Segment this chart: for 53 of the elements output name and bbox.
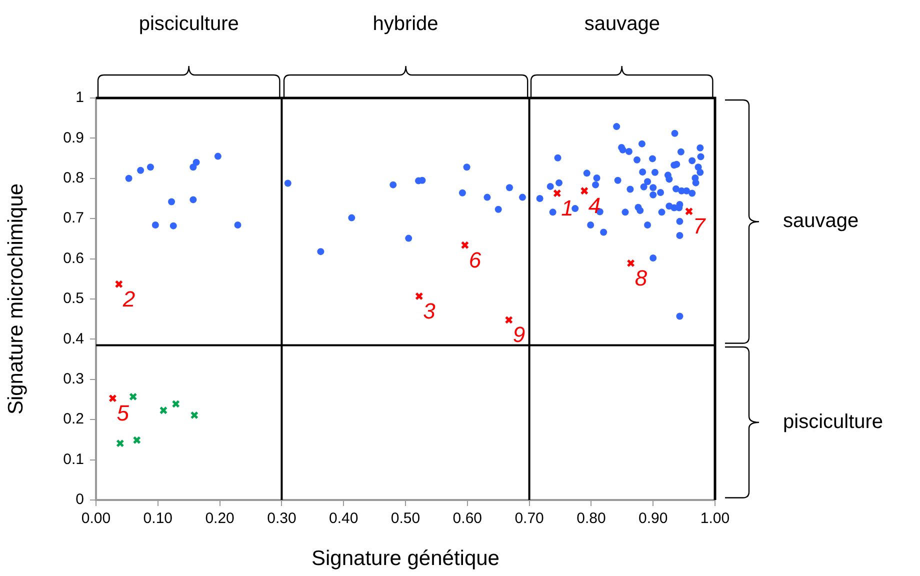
text: hybride	[372, 13, 438, 35]
x-tick-label: 1.00	[700, 510, 730, 528]
annotation: 8	[634, 265, 648, 290]
y-tick-label: 0.7	[63, 210, 84, 227]
point	[553, 189, 562, 198]
point	[504, 316, 513, 324]
x-tick-label: 0.20	[205, 510, 234, 528]
x-tick-label: 0.90	[638, 510, 668, 528]
annotation: 7	[693, 213, 706, 238]
point	[172, 400, 180, 408]
text: pisciculture	[783, 411, 884, 434]
point	[108, 394, 117, 402]
y-tick-label: 0.5	[63, 290, 84, 308]
text: sauvage	[783, 210, 859, 232]
text: sauvage	[584, 13, 660, 35]
x-tick-label: 0.00	[81, 510, 111, 528]
y-tick-label: 0.4	[63, 330, 84, 348]
x-tick-label: 0.50	[390, 510, 420, 528]
x-tick-label: 0.30	[267, 510, 296, 528]
point	[580, 186, 588, 195]
annotation: 3	[423, 298, 436, 324]
annotation: 1	[561, 195, 574, 220]
x-tick-label: 0.10	[143, 510, 172, 528]
x-tick-label: 0.80	[576, 510, 606, 528]
point	[159, 406, 168, 414]
point	[460, 241, 470, 250]
x-tick-label: 0.40	[329, 510, 358, 528]
point	[684, 207, 694, 216]
y-tick-label: 1	[76, 89, 84, 106]
point	[129, 392, 138, 401]
annotation: 2	[122, 286, 136, 312]
point	[132, 436, 141, 444]
x-tick-label: 0.60	[452, 510, 482, 528]
point	[415, 292, 424, 300]
y-tick-label: 0.9	[63, 129, 84, 146]
x-axis-title: Signature génétique	[312, 547, 500, 570]
annotation: 5	[116, 400, 130, 426]
y-tick-label: 0.3	[63, 370, 84, 388]
text: pisciculture	[138, 13, 239, 35]
y-tick-label: 0.6	[63, 250, 84, 267]
annotation: 6	[468, 247, 482, 272]
annotation: 9	[512, 322, 526, 348]
point	[626, 259, 635, 268]
point	[116, 439, 124, 448]
y-axis-title: Signature microchimique	[4, 183, 28, 415]
x-tick-label: 0.70	[514, 510, 544, 528]
point	[190, 411, 198, 420]
y-tick-label: 0.2	[63, 410, 84, 428]
point	[114, 280, 123, 288]
y-tick-label: 0	[76, 491, 84, 508]
y-tick-label: 0.8	[63, 170, 84, 187]
y-tick-label: 0.1	[63, 450, 84, 468]
annotation: 4	[588, 192, 601, 218]
